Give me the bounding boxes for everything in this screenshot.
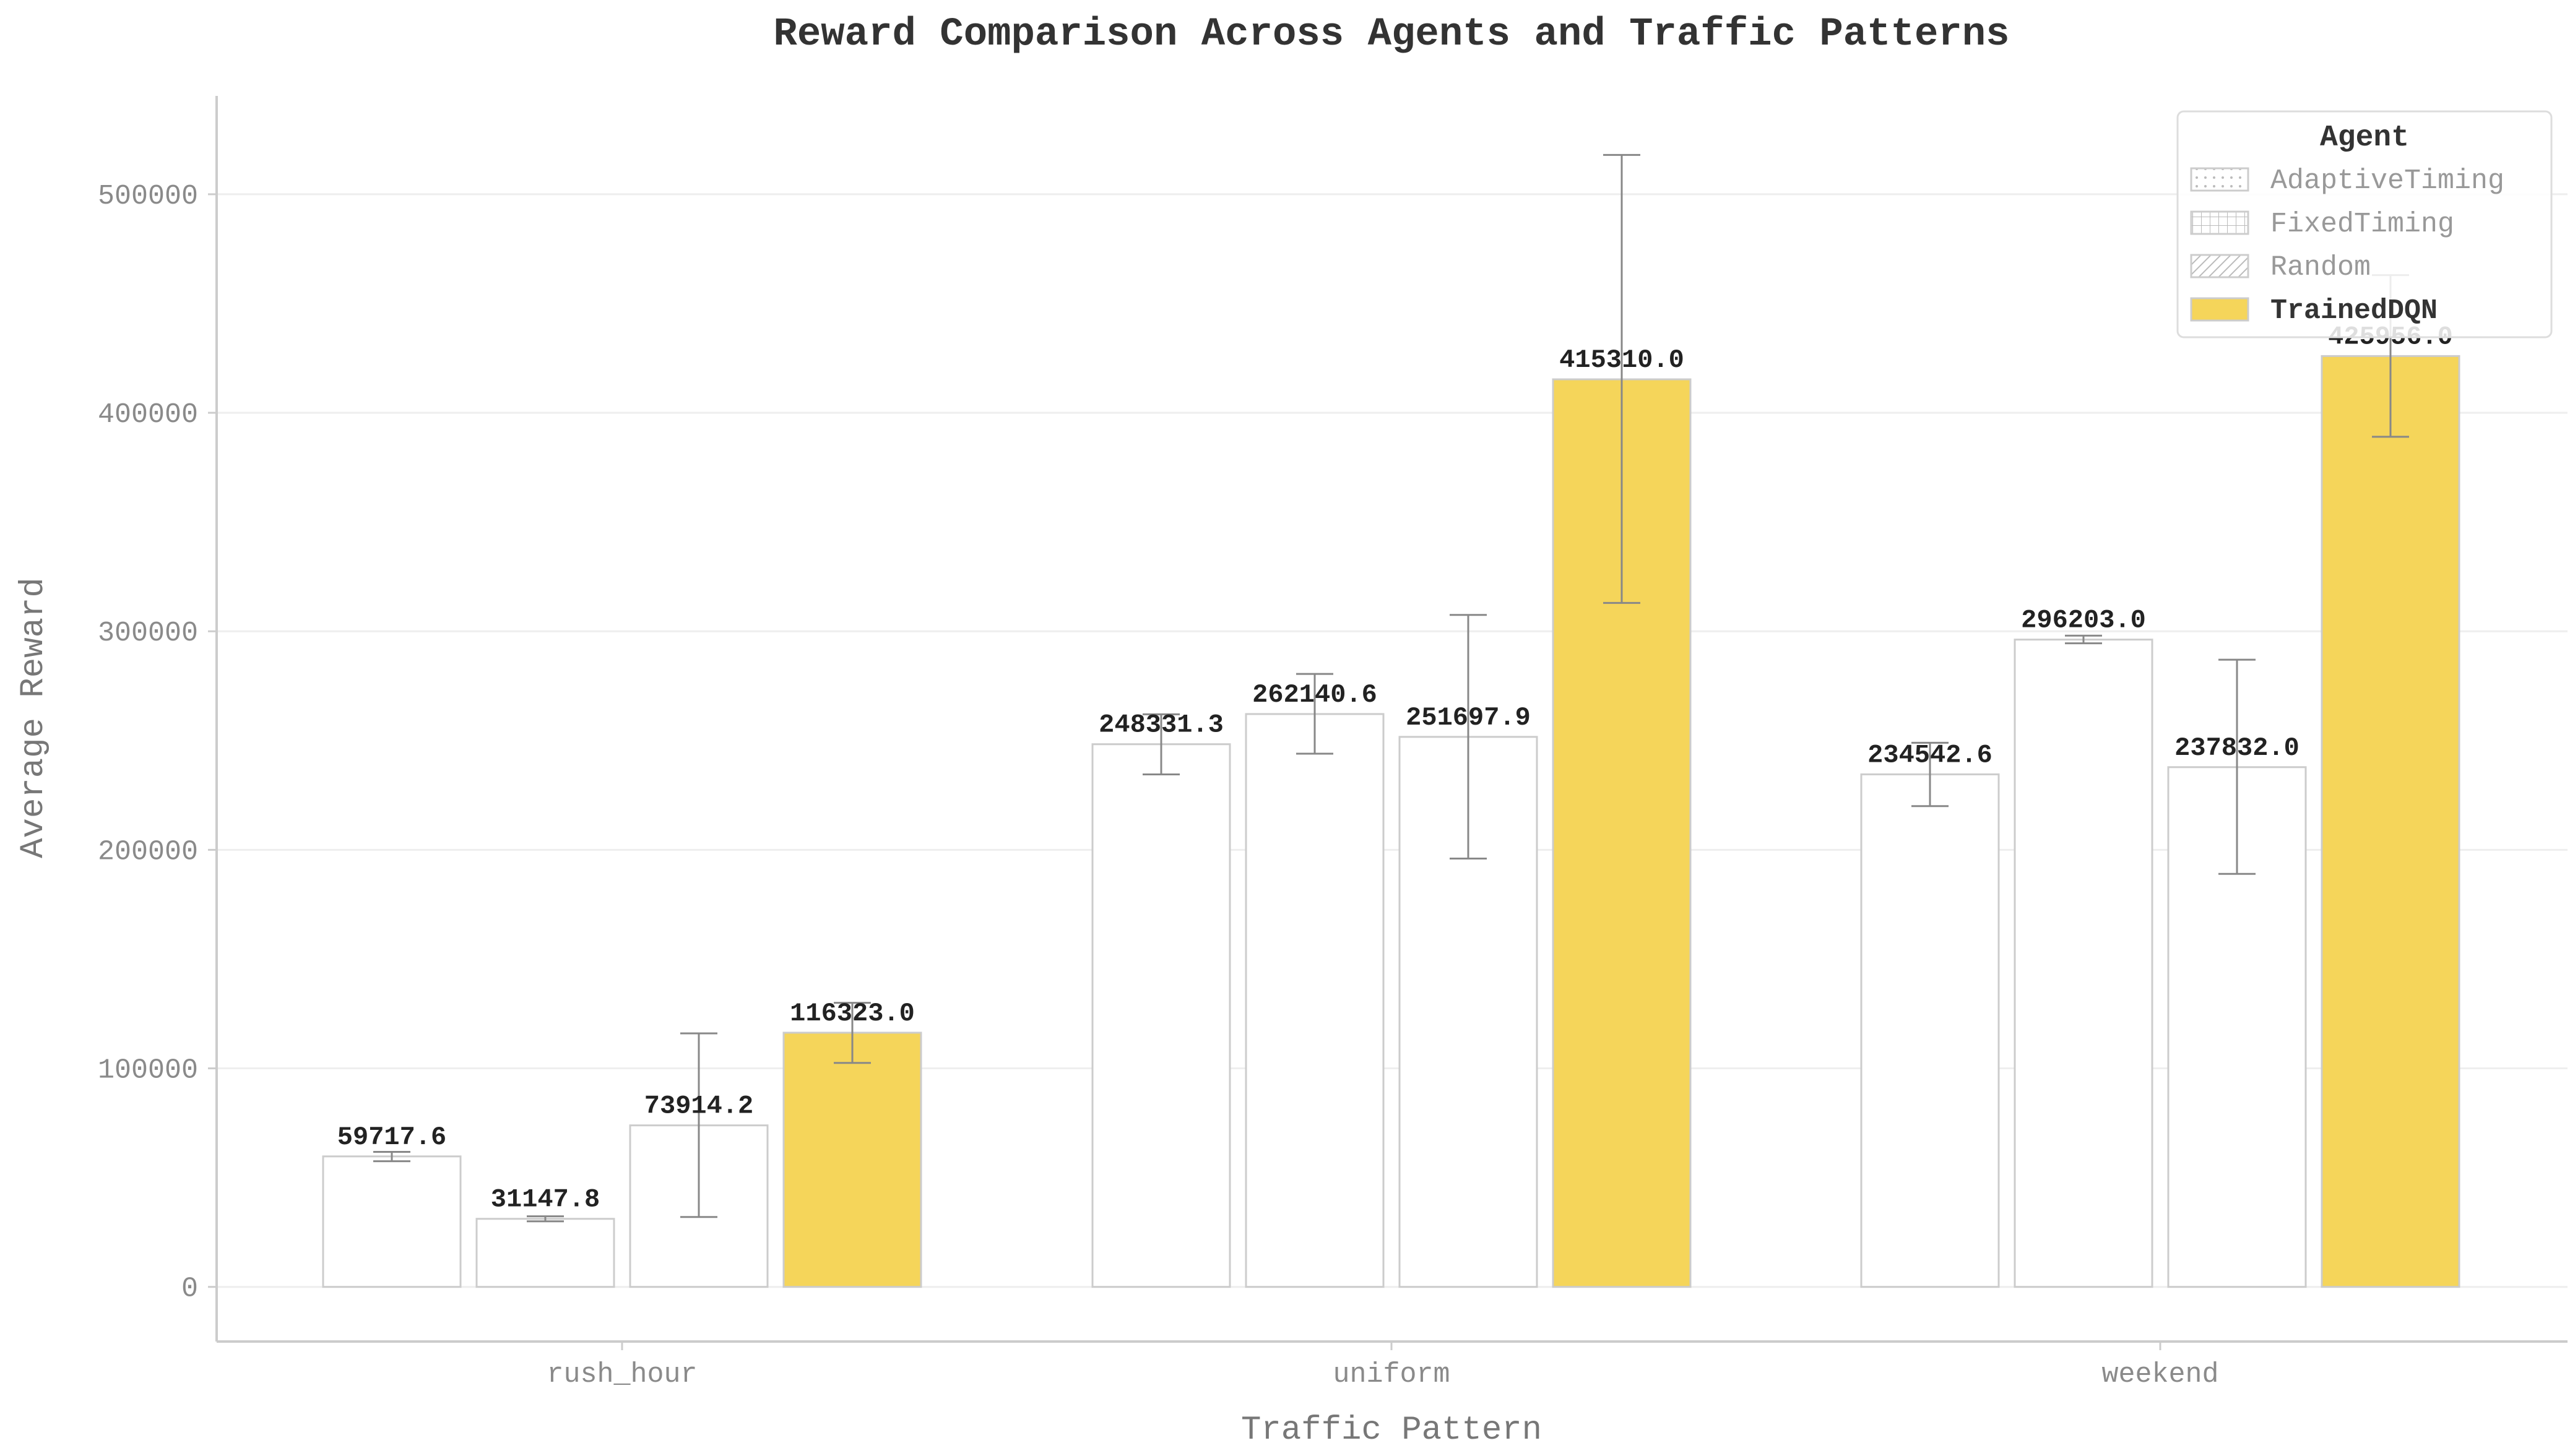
bar — [1091, 743, 1231, 1288]
data-label: 296203.0 — [2021, 606, 2146, 635]
bar — [475, 1218, 615, 1288]
legend-swatch — [2190, 254, 2249, 278]
y-axis-ticks: 0 100000 200000 300000 400000 500000 — [98, 181, 217, 1305]
legend-label: AdaptiveTiming — [2270, 165, 2504, 197]
data-label: 248331.3 — [1099, 710, 1224, 740]
x-tick-label: weekend — [2101, 1359, 2218, 1390]
bar — [2321, 355, 2460, 1288]
bar — [782, 1032, 922, 1288]
legend-label: TrainedDQN — [2270, 295, 2438, 327]
data-label: 234542.6 — [1867, 740, 1992, 770]
x-axis-label: Traffic Pattern — [1241, 1411, 1542, 1449]
x-tick-label: rush_hour — [547, 1359, 697, 1390]
y-tick-label: 400000 — [98, 399, 198, 431]
x-tick-label: uniform — [1333, 1359, 1450, 1390]
y-tick-label: 500000 — [98, 181, 198, 212]
legend-label: Random — [2270, 252, 2371, 283]
data-label: 251697.9 — [1406, 703, 1531, 733]
bar — [322, 1155, 462, 1288]
bar — [2014, 639, 2153, 1288]
legend-swatch — [2190, 297, 2249, 322]
data-label: 73914.2 — [644, 1092, 753, 1121]
error-bars — [373, 153, 2409, 1223]
data-label: 415310.0 — [1559, 345, 1684, 375]
y-tick-label: 100000 — [98, 1055, 198, 1087]
data-label: 262140.6 — [1252, 680, 1377, 710]
legend-label: FixedTiming — [2270, 209, 2454, 240]
legend-title: Agent — [2320, 121, 2409, 155]
y-tick-label: 300000 — [98, 618, 198, 649]
data-label: 237832.0 — [2174, 733, 2300, 763]
bars — [322, 355, 2460, 1288]
y-tick-label: 0 — [181, 1273, 198, 1305]
legend-swatch — [2190, 167, 2249, 192]
y-tick-label: 200000 — [98, 836, 198, 868]
x-axis-ticks: rush_hour uniform weekend — [547, 1342, 2219, 1390]
legend-box — [2176, 110, 2553, 338]
chart-title: Reward Comparison Across Agents and Traf… — [773, 12, 2009, 57]
data-label: 59717.6 — [337, 1122, 446, 1152]
legend-swatch — [2190, 210, 2249, 235]
y-axis-label: Average Reward — [15, 577, 53, 858]
data-label: 116323.0 — [790, 999, 915, 1028]
bar — [1860, 773, 2000, 1288]
bar — [1245, 713, 1385, 1288]
legend: Agent AdaptiveTiming FixedTiming Random Tra… — [2176, 110, 2553, 338]
data-label: 31147.8 — [491, 1185, 600, 1215]
